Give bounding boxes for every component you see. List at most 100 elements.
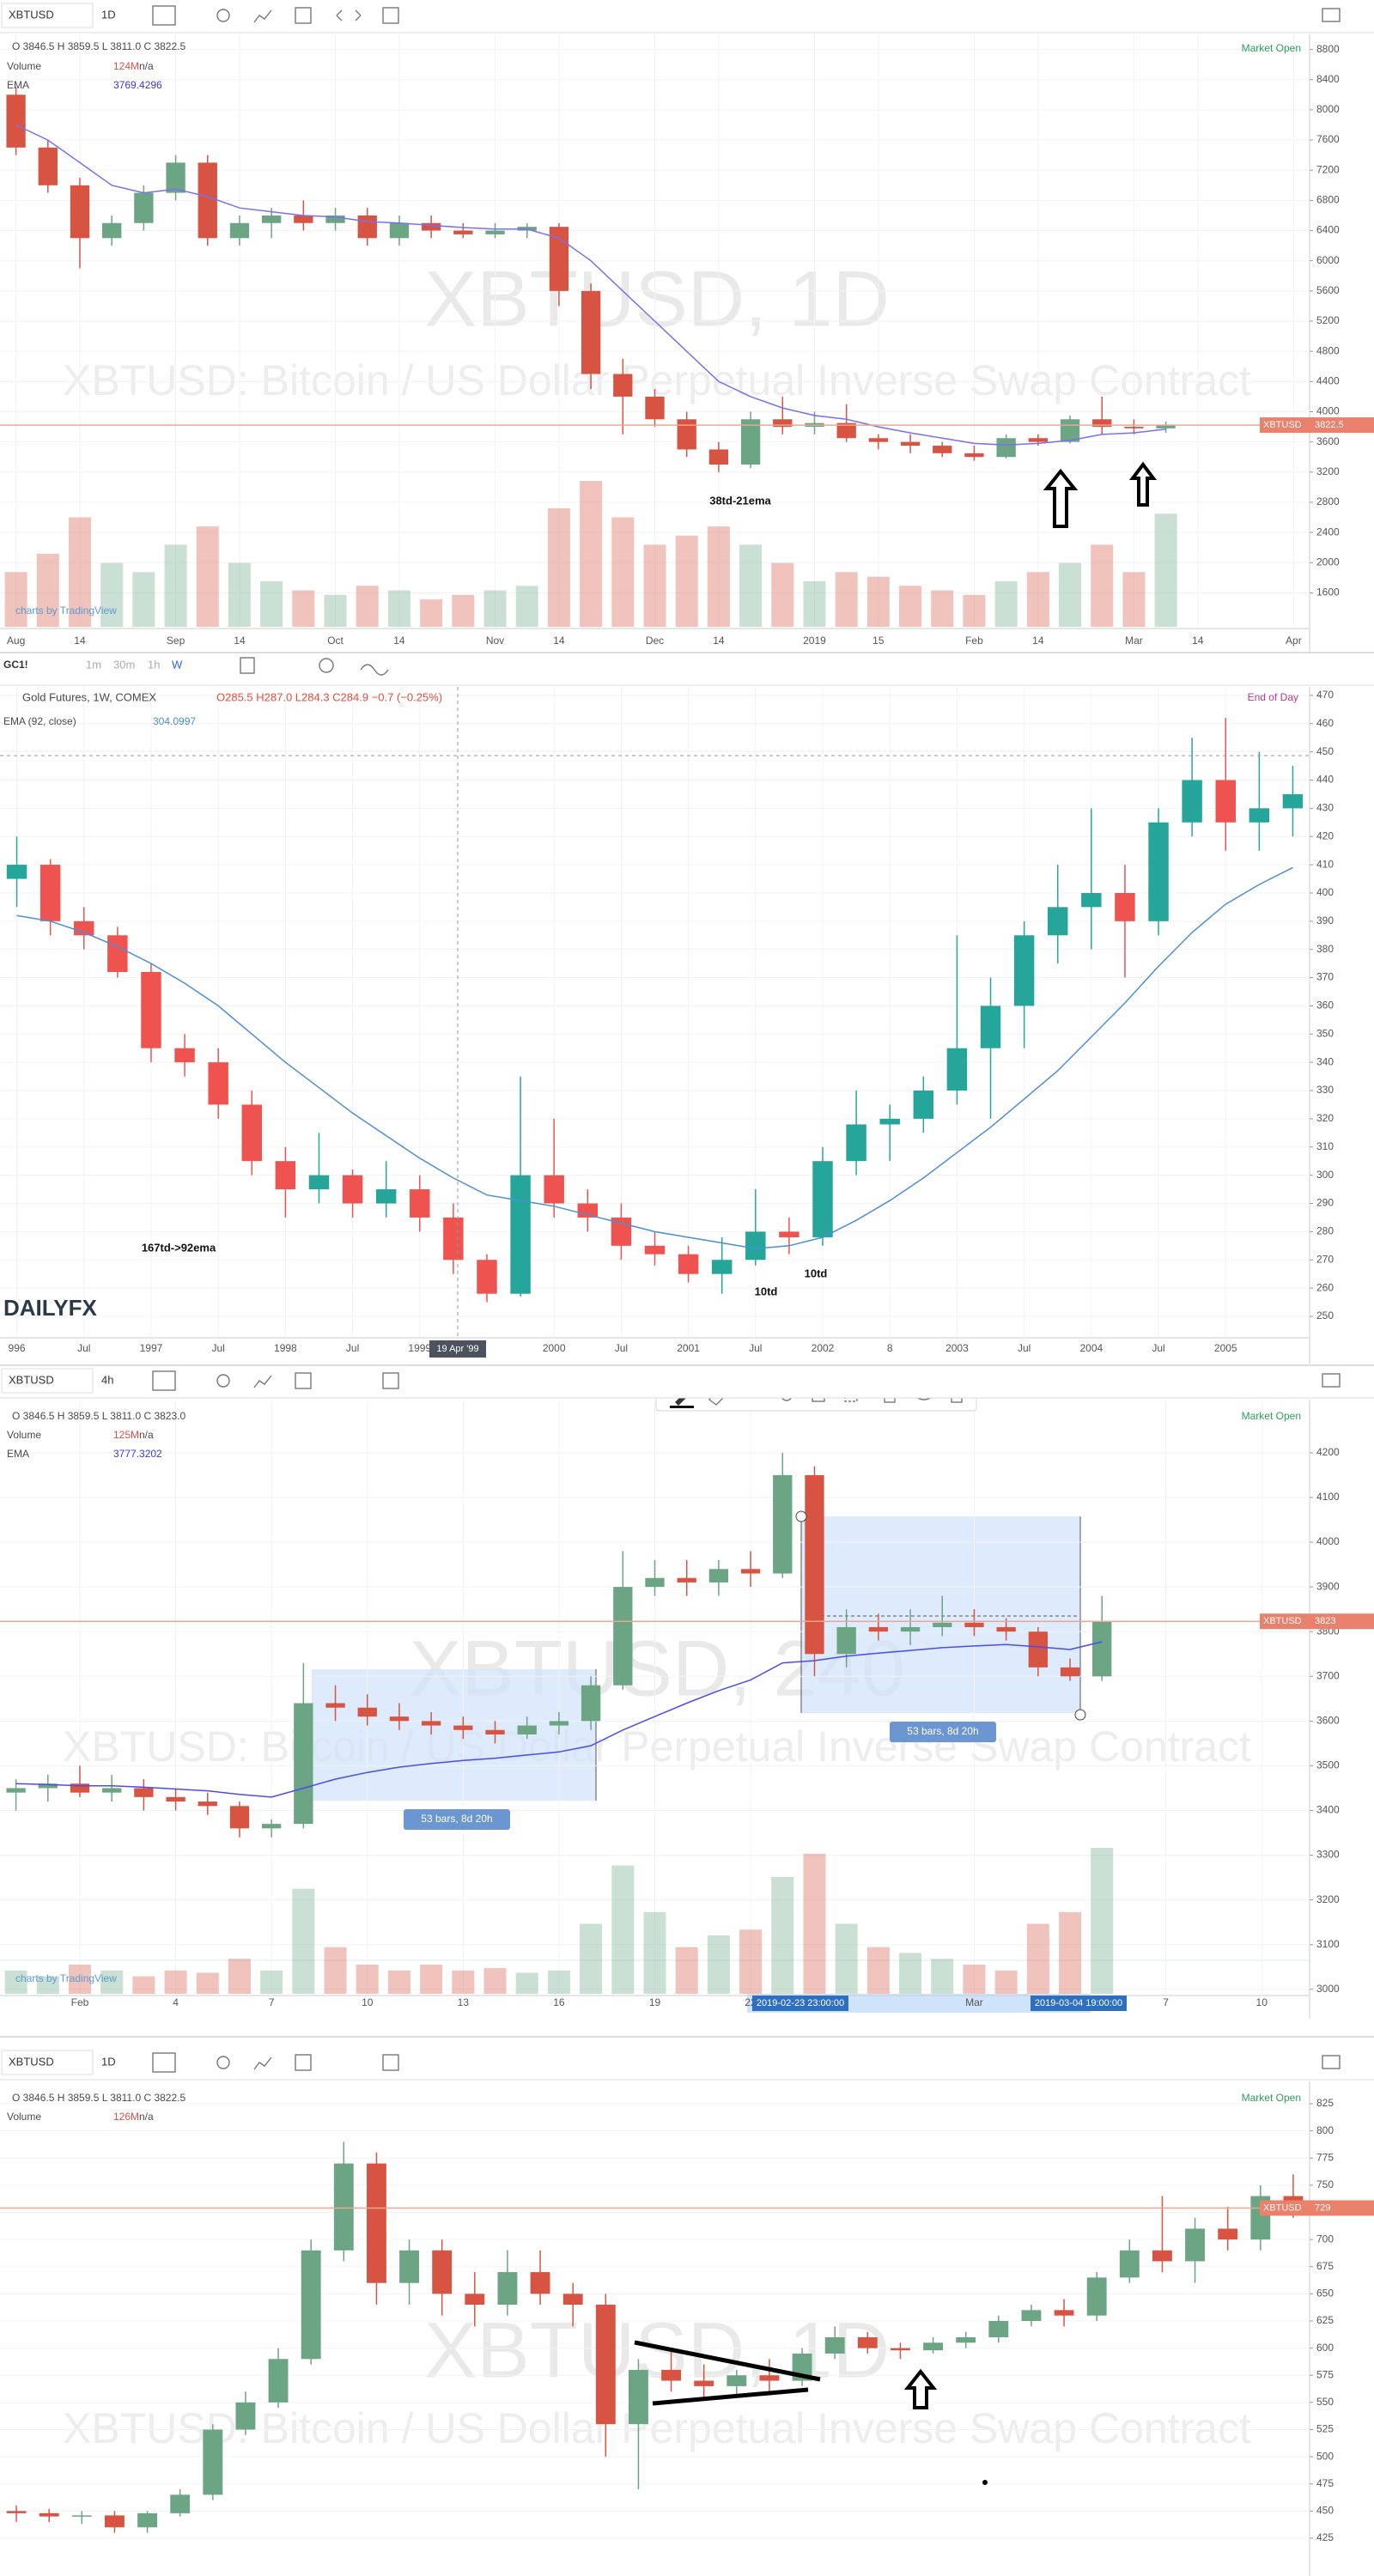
y-tick-label: 3200 — [1316, 465, 1340, 477]
interval[interactable]: 30m — [113, 658, 135, 671]
volume-bar — [611, 517, 635, 627]
volume-bar — [356, 1965, 379, 1994]
symbol-box[interactable] — [1, 1368, 94, 1394]
icon-chart-type[interactable] — [152, 2052, 176, 2073]
volume-bar — [4, 1970, 27, 1994]
candle-body — [421, 1721, 441, 1726]
candle-body — [773, 419, 793, 428]
icon-undo-redo[interactable] — [336, 9, 362, 21]
interval[interactable]: 1m — [86, 658, 101, 671]
icon-indicators[interactable] — [360, 664, 389, 676]
volume-bar — [1059, 1911, 1082, 1994]
volume-bar — [164, 544, 187, 627]
candle-body — [39, 2512, 59, 2517]
y-tick-label: 550 — [1316, 2396, 1334, 2408]
icon-compare[interactable] — [295, 2054, 312, 2071]
icon-chart-type[interactable] — [240, 657, 255, 674]
icon-add[interactable] — [319, 658, 334, 673]
candle-body — [759, 2375, 780, 2381]
x-tick-label: 7 — [269, 1996, 275, 2008]
icon-camera[interactable] — [1322, 2055, 1341, 2069]
x-tick-label: Jul — [211, 1342, 224, 1354]
volume-bar — [132, 1976, 155, 1994]
candle-body — [6, 865, 27, 879]
annotation: 10td — [755, 1285, 778, 1297]
candle-body — [294, 215, 313, 223]
interval[interactable]: 1h — [148, 658, 160, 671]
icon-settings[interactable] — [216, 2056, 230, 2069]
icon-fullscreen[interactable] — [382, 2054, 399, 2071]
status: Market Open — [1242, 42, 1301, 54]
symbol[interactable]: XBTUSD — [9, 8, 54, 21]
x-tick-label: 10 — [362, 1996, 374, 2008]
candle-body — [477, 1260, 497, 1294]
interval[interactable]: 1D — [101, 8, 116, 21]
ema-line — [16, 866, 1293, 1249]
volume-bar — [68, 1965, 92, 1994]
interval[interactable]: 1D — [101, 2055, 116, 2068]
candle-body — [453, 1725, 473, 1730]
candle-body — [613, 1587, 633, 1686]
symbol[interactable]: XBTUSD — [9, 1373, 54, 1386]
y-tick-label: 600 — [1316, 2342, 1334, 2354]
icon-fullscreen[interactable] — [382, 7, 399, 24]
range-box[interactable] — [801, 1516, 1080, 1713]
icon-compare[interactable] — [295, 1372, 312, 1389]
icon-camera[interactable] — [1322, 8, 1341, 22]
y-tick-label: 340 — [1316, 1055, 1334, 1067]
candle-body — [980, 1005, 1001, 1048]
candle-body — [773, 1474, 793, 1574]
volume-bar — [547, 1970, 570, 1994]
candle-body — [1185, 2228, 1205, 2262]
icon-compare[interactable] — [295, 7, 312, 24]
y-tick-label: 420 — [1316, 829, 1334, 841]
y-tick-label: 525 — [1316, 2423, 1334, 2435]
symbol[interactable]: XBTUSD — [9, 2055, 54, 2068]
icon-indicators[interactable] — [253, 1375, 272, 1388]
icon-chart-type[interactable] — [152, 5, 176, 26]
icon-settings[interactable] — [216, 9, 230, 22]
handle[interactable] — [1074, 1709, 1086, 1721]
icon-settings[interactable] — [216, 1374, 230, 1388]
interval[interactable]: W — [172, 658, 183, 671]
candle-body — [1249, 808, 1270, 823]
candle-body — [465, 2293, 485, 2306]
title: Gold Futures, 1W, COMEX — [22, 690, 156, 703]
y-tick-label: 4100 — [1316, 1491, 1340, 1503]
y-tick-label: 470 — [1316, 689, 1334, 701]
x-tick-label: Oct — [327, 635, 344, 647]
range-box[interactable] — [312, 1669, 596, 1801]
candle-body — [1215, 780, 1236, 823]
symbol-box[interactable] — [1, 3, 94, 28]
x-tick-label: Apr — [1286, 635, 1302, 647]
icon-chart-type[interactable] — [152, 1370, 176, 1391]
interval[interactable]: 4h — [101, 1373, 113, 1386]
handle[interactable] — [795, 1510, 807, 1522]
volume-bar — [866, 1947, 890, 1994]
candle-body — [946, 1048, 968, 1091]
volume-label: Volume — [7, 60, 41, 72]
candle-body — [996, 438, 1016, 458]
icon-camera[interactable] — [1322, 1373, 1341, 1388]
candle-body — [517, 1725, 537, 1735]
icon-fullscreen[interactable] — [382, 1372, 399, 1389]
icon-indicators[interactable] — [253, 9, 272, 23]
candle-body — [613, 374, 633, 397]
candle-body — [933, 446, 952, 453]
symbol-box[interactable] — [1, 2050, 94, 2075]
candle-body — [325, 215, 345, 223]
candle-body — [1182, 780, 1202, 823]
brand-logo: DAILYFX — [3, 1295, 97, 1321]
volume-value: 124M — [113, 60, 139, 72]
y-tick-label: 3300 — [1316, 1849, 1340, 1861]
y-tick-label: 700 — [1316, 2233, 1334, 2245]
candle-body — [581, 1685, 601, 1722]
y-tick-label: 3000 — [1316, 1983, 1340, 1995]
volume-bar — [132, 572, 155, 627]
x-tick-label: 10 — [1256, 1996, 1268, 2008]
price-tag-box — [1260, 417, 1374, 434]
candle-body — [174, 1048, 195, 1063]
icon-indicators[interactable] — [253, 2057, 272, 2070]
volume-bar — [515, 586, 538, 627]
symbol[interactable]: GC1! — [3, 659, 28, 671]
